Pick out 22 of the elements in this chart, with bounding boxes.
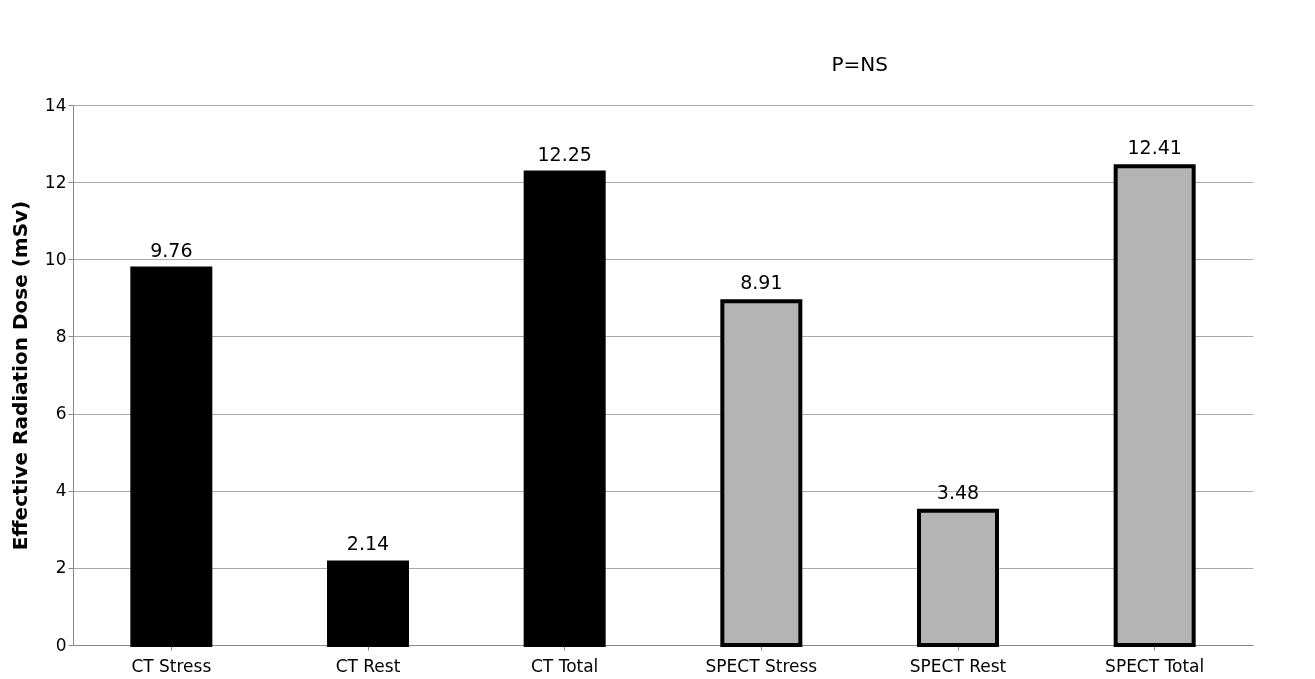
- x-tick-label: CT Total: [530, 655, 599, 676]
- y-axis-title: Effective Radiation Dose (mSv): [7, 200, 32, 551]
- y-tick-label: 14: [44, 94, 67, 115]
- y-tick-label: 0: [55, 634, 67, 655]
- x-tick-label: SPECT Rest: [909, 655, 1007, 676]
- y-tick-label: 8: [55, 325, 67, 346]
- y-tick-label: 10: [44, 248, 67, 269]
- x-tick-label: CT Stress: [131, 655, 212, 676]
- x-tick-label: SPECT Stress: [705, 655, 818, 676]
- y-tick-label: 6: [55, 403, 67, 424]
- data-label: 12.41: [1127, 136, 1182, 159]
- data-label: 3.48: [936, 480, 980, 503]
- text: P=NS: [831, 52, 888, 76]
- data-label: 2.14: [346, 532, 390, 555]
- data-label: 12.25: [537, 142, 592, 165]
- data-label: 9.76: [150, 238, 193, 261]
- x-tick-label: SPECT Total: [1105, 655, 1205, 676]
- data-label: 8.91: [740, 271, 783, 294]
- x-tick-label: CT Rest: [335, 655, 401, 676]
- y-tick-label: 4: [55, 480, 67, 501]
- y-tick-label: 12: [44, 171, 67, 192]
- y-tick-label: 2: [55, 557, 67, 578]
